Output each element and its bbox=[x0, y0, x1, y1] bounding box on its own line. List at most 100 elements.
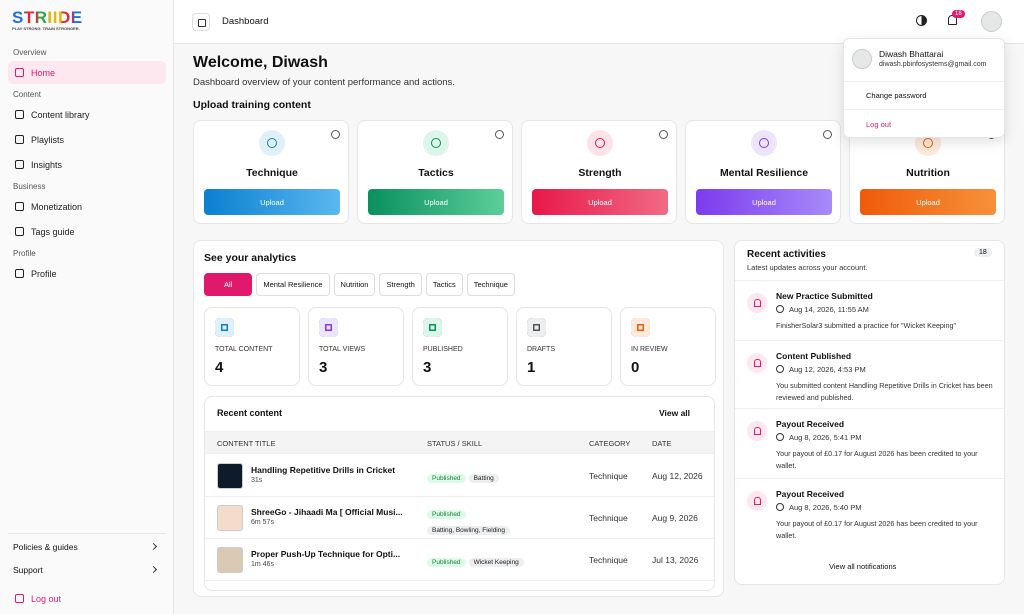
sidebar: STRIIDE PLAY STRONG. TRAIN STRONGER. Ove… bbox=[0, 0, 174, 614]
content-date: Aug 12, 2026 bbox=[652, 471, 703, 481]
filter-chip[interactable]: Strength bbox=[379, 273, 422, 296]
content-row[interactable]: ShreeGo - Jihaadi Ma [ Official Musi... 6… bbox=[205, 497, 714, 539]
filters: All Mental Resilience Nutrition Strength Tac… bbox=[204, 273, 515, 296]
activity-item[interactable]: Content Published Aug 12, 2026, 4:53 PM Yo… bbox=[735, 340, 1004, 408]
content-title: Proper Push-Up Technique for Opti... bbox=[251, 549, 401, 559]
stat-icon bbox=[215, 318, 234, 337]
filter-chip[interactable]: All bbox=[204, 273, 253, 296]
view-all[interactable]: View all bbox=[659, 408, 691, 418]
analytics-card: See your analytics All Mental Resilience N… bbox=[193, 240, 724, 597]
info-icon[interactable] bbox=[659, 130, 668, 139]
activity-time: Aug 14, 2026, 11:55 AM bbox=[789, 305, 869, 314]
activity-item[interactable]: Payout Received Aug 8, 2026, 5:41 PM Your … bbox=[735, 408, 1004, 478]
stat-card: DRAFTS 1 bbox=[516, 307, 612, 386]
logout-label: Log out bbox=[31, 593, 62, 604]
upload-button[interactable]: Upload bbox=[204, 189, 340, 215]
avatar[interactable] bbox=[981, 11, 1002, 32]
table-header: CONTENT TITLE STATUS / SKILL CATEGORY DATE bbox=[205, 431, 714, 454]
activity-message: You submitted content Handling Repetitiv… bbox=[776, 381, 993, 402]
analytics-heading: See your analytics bbox=[204, 252, 297, 264]
nav-icon bbox=[15, 110, 24, 119]
content-row[interactable]: Proper Push-Up Technique for Opti... 1m 4… bbox=[205, 539, 714, 581]
upload-card: Mental Resilience Upload bbox=[685, 120, 841, 224]
upload-button[interactable]: Upload bbox=[696, 189, 832, 215]
nav-item[interactable]: Monetization bbox=[8, 195, 166, 218]
skill-pill: Wicket Keeping bbox=[468, 558, 524, 567]
filter-chip[interactable]: Nutrition bbox=[333, 273, 376, 296]
activity-message: FinisherSolar3 submitted a practice for … bbox=[776, 321, 957, 330]
filter-chip[interactable]: Technique bbox=[466, 273, 515, 296]
nav-item[interactable]: Playlists bbox=[8, 128, 166, 151]
upload-cards: Technique Upload Tactics Upload Strength Uplo… bbox=[193, 120, 1005, 224]
view-all-notifications[interactable]: View all notifications bbox=[829, 562, 897, 571]
user-menu: Diwash Bhattarai diwash.pbinfosystems@gm… bbox=[843, 38, 1005, 138]
activities-card: Recent activities 18 Latest updates acro… bbox=[734, 240, 1005, 585]
change-password[interactable]: Change password bbox=[866, 91, 927, 100]
footer-link[interactable]: Support bbox=[8, 558, 166, 581]
column-header: DATE bbox=[652, 439, 672, 448]
content-title: ShreeGo - Jihaadi Ma [ Official Musi... bbox=[251, 507, 403, 517]
activity-item[interactable]: Payout Received Aug 8, 2026, 5:40 PM Your … bbox=[735, 478, 1004, 548]
upload-button[interactable]: Upload bbox=[368, 189, 504, 215]
nav-item[interactable]: Insights bbox=[8, 153, 166, 176]
nav: Overview Home Content Content library Playli… bbox=[8, 42, 166, 287]
skill-pill: Batting bbox=[468, 474, 499, 483]
info-icon[interactable] bbox=[331, 130, 340, 139]
upload-card: Technique Upload bbox=[193, 120, 349, 224]
footer-label: Support bbox=[13, 564, 43, 575]
stat-label: DRAFTS bbox=[527, 346, 555, 353]
stats: TOTAL CONTENT 4 TOTAL VIEWS 3 PUBLISHED 3 DRAF… bbox=[204, 307, 716, 386]
sidebar-toggle[interactable] bbox=[192, 13, 210, 31]
nav-label: Profile bbox=[31, 268, 57, 279]
sidebar-logout[interactable]: Log out bbox=[8, 587, 166, 610]
activity-message: Your payout of £0.17 for August 2026 has… bbox=[776, 519, 978, 540]
activity-time: Aug 8, 2026, 5:40 PM bbox=[789, 503, 862, 512]
filter-chip[interactable]: Tactics bbox=[425, 273, 463, 296]
content-row[interactable]: Handling Repetitive Drills in Cricket 31s… bbox=[205, 455, 714, 497]
upload-card: Tactics Upload bbox=[357, 120, 513, 224]
nav-item[interactable]: Home bbox=[8, 61, 166, 84]
nav-item[interactable]: Tags guide bbox=[8, 220, 166, 243]
filter-chip[interactable]: Mental Resilience bbox=[256, 273, 330, 296]
activity-title: Payout Received bbox=[776, 419, 845, 429]
sidebar-footer: Policies & guides Support Log out bbox=[8, 533, 166, 612]
status-cell: Published Batting bbox=[427, 470, 577, 486]
logo[interactable]: STRIIDE bbox=[12, 8, 83, 27]
divider bbox=[844, 109, 1004, 110]
nav-icon bbox=[15, 135, 24, 144]
stat-value: 0 bbox=[631, 359, 640, 376]
info-icon[interactable] bbox=[823, 130, 832, 139]
menu-logout[interactable]: Log out bbox=[866, 120, 892, 129]
theme-toggle[interactable] bbox=[916, 15, 927, 26]
category-name: Nutrition bbox=[906, 167, 950, 179]
footer-link[interactable]: Policies & guides bbox=[8, 535, 166, 558]
nav-item[interactable]: Profile bbox=[8, 262, 166, 285]
content-title: Handling Repetitive Drills in Cricket bbox=[251, 465, 396, 475]
nav-section-label: Overview bbox=[13, 48, 47, 57]
stat-label: TOTAL VIEWS bbox=[319, 346, 366, 353]
nav-icon bbox=[15, 160, 24, 169]
nav-section-label: Content bbox=[13, 90, 42, 99]
status-cell: Published Batting, Bowling, Fielding bbox=[427, 506, 577, 538]
upload-button[interactable]: Upload bbox=[860, 189, 996, 215]
category-glyph bbox=[759, 138, 769, 148]
nav-label: Playlists bbox=[31, 134, 65, 145]
nav-item[interactable]: Content library bbox=[8, 103, 166, 126]
info-icon[interactable] bbox=[495, 130, 504, 139]
stat-label: IN REVIEW bbox=[631, 346, 668, 353]
nav-label: Insights bbox=[31, 159, 63, 170]
activity-message: Your payout of £0.17 for August 2026 has… bbox=[776, 449, 978, 470]
upload-button[interactable]: Upload bbox=[532, 189, 668, 215]
activity-title: New Practice Submitted bbox=[776, 291, 873, 301]
content-category: Technique bbox=[589, 513, 628, 523]
nav-icon bbox=[15, 68, 24, 77]
content-duration: 1m 46s bbox=[251, 561, 274, 568]
clock-icon bbox=[776, 433, 784, 441]
footer-label: Policies & guides bbox=[13, 541, 78, 552]
activity-item[interactable]: New Practice Submitted Aug 14, 2026, 11:5… bbox=[735, 280, 1004, 340]
category-icon bbox=[423, 130, 449, 156]
thumbnail bbox=[217, 547, 243, 573]
column-header: CATEGORY bbox=[589, 439, 631, 448]
